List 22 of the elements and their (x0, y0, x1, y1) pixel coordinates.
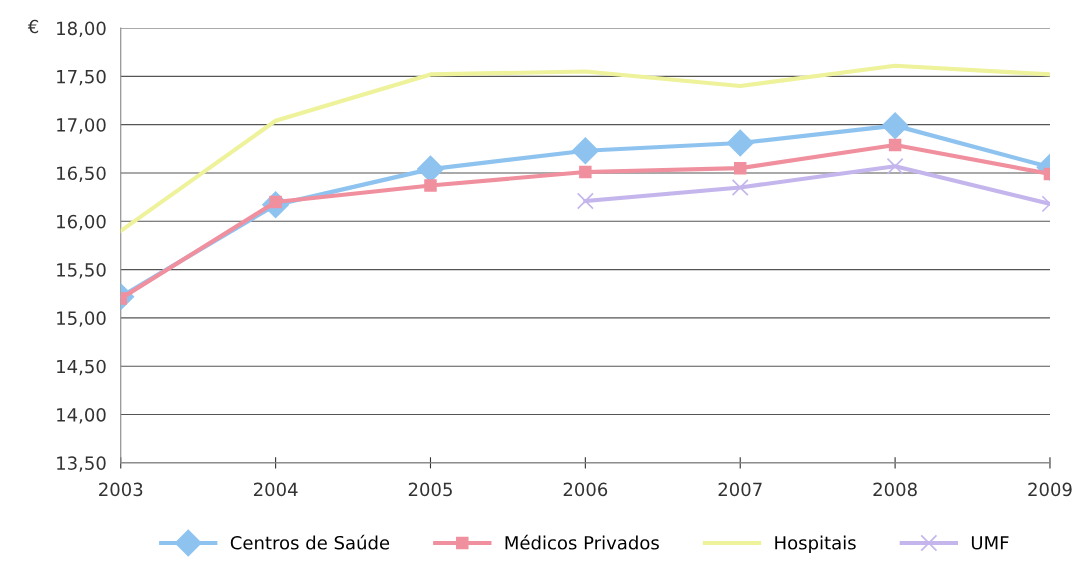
y-tick-label: 13,50 (57, 456, 106, 472)
x-tick-label: 2005 (408, 482, 452, 497)
y-tick-label: 18,00 (57, 21, 106, 38)
x-tick-label: 2008 (873, 482, 917, 497)
y-tick-label: 14,50 (57, 359, 106, 376)
legend-label: UMF (971, 536, 1009, 550)
y-tick-label: 17,50 (57, 69, 106, 86)
y-axis-title: € (27, 19, 39, 34)
x-tick-label: 2006 (563, 482, 608, 497)
y-tick-label: 16,00 (57, 214, 106, 231)
x-tick-label: 2003 (99, 482, 143, 497)
x-tick-label: 2004 (253, 482, 298, 497)
legend-label: Centros de Saúde (230, 534, 390, 550)
y-tick-label: 15,00 (57, 311, 106, 327)
y-tick-label: 17,00 (57, 118, 106, 134)
legend-label: Médicos Privados (505, 534, 659, 550)
legend-label: Hospitais (775, 535, 856, 554)
y-tick-label: 16,50 (57, 166, 106, 182)
x-tick-label: 2009 (1028, 482, 1072, 497)
y-tick-label: 15,50 (57, 263, 106, 279)
y-tick-label: 14,00 (57, 407, 106, 424)
x-tick-label: 2007 (718, 482, 762, 497)
